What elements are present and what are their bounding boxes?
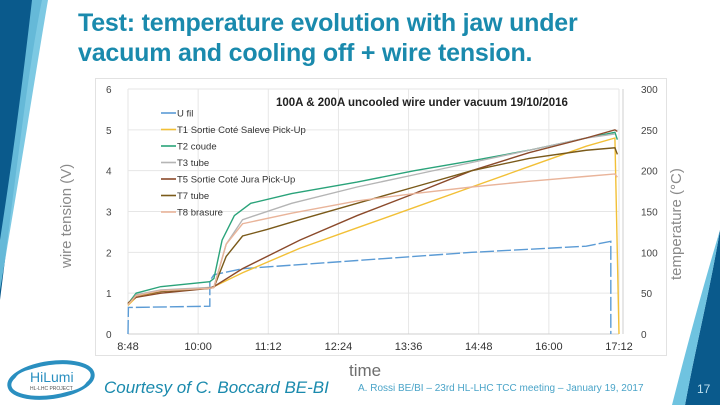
series-line: [127, 129, 618, 304]
x-tick-label: 14:48: [465, 341, 493, 353]
legend-label: T2 coude: [177, 142, 217, 153]
y2-tick-label: 100: [641, 248, 658, 259]
legend-label: T1 Sortie Coté Saleve Pick-Up: [177, 125, 306, 136]
y2-tick-label: 50: [641, 289, 653, 300]
brand-swoosh-left: [0, 0, 48, 300]
x-tick-label: 11:12: [255, 341, 282, 353]
x-axis-label: time: [349, 361, 382, 380]
legend-label: T3 tube: [177, 158, 209, 169]
y2-tick-label: 250: [641, 126, 658, 137]
slide-title: Test: temperature evolution with jaw und…: [78, 8, 678, 68]
footer-text: A. Rossi BE/BI – 23rd HL-LHC TCC meeting…: [358, 383, 644, 394]
y-tick-label: 1: [106, 289, 112, 300]
y-tick-label: 3: [106, 208, 112, 219]
x-tick-label: 16:00: [535, 341, 563, 353]
y-tick-label: 0: [106, 330, 112, 341]
series-line: [127, 173, 618, 306]
y2-tick-label: 200: [641, 167, 658, 178]
y-tick-label: 5: [106, 126, 112, 137]
legend-label: T5 Sortie Coté Jura Pick-Up: [177, 175, 295, 186]
y-tick-label: 2: [106, 248, 112, 259]
x-tick-label: 10:00: [184, 341, 212, 353]
x-tick-label: 17:12: [605, 341, 633, 353]
series-line: [127, 147, 619, 305]
legend-label: U fil: [177, 109, 193, 120]
brand-swoosh-right: [672, 230, 720, 405]
chart: 0 1 2 3 4 5 6 0 50 100 150 200 250 300 8:48 10:00 11:12 1…: [95, 78, 667, 356]
y-axis-right-label: temperature (°C): [668, 168, 685, 280]
x-tick-label: 12:24: [325, 341, 353, 353]
y2-tick-label: 0: [641, 330, 647, 341]
line-chart: 0 1 2 3 4 5 6 0 50 100 150 200 250 300 8:48 10:00 11:12 1…: [106, 85, 658, 353]
y2-tick-label: 150: [641, 208, 658, 219]
y-tick-label: 4: [106, 167, 112, 178]
logo-subtext: HL-LHC PROJECT: [30, 386, 73, 392]
series-line: [127, 133, 616, 306]
series-line: [127, 240, 612, 335]
courtesy-credit: Courtesy of C. Boccard BE-BI: [104, 378, 329, 397]
x-tick-label: 8:48: [117, 341, 138, 353]
legend-label: T7 tube: [177, 191, 209, 202]
y-tick-label: 6: [106, 85, 112, 96]
legend-label: T8 brasure: [177, 208, 223, 219]
y-axis-left-label: wire tension (V): [58, 163, 75, 268]
chart-title: 100A & 200A uncooled wire under vacuum 1…: [276, 97, 568, 109]
title-line-1: Test: temperature evolution with jaw und…: [78, 9, 578, 37]
y2-tick-label: 300: [641, 85, 658, 96]
hilumi-logo: HiLumi HL-LHC PROJECT: [7, 360, 95, 400]
page-number: 17: [697, 382, 711, 396]
title-line-2: vacuum and cooling off + wire tension.: [78, 39, 533, 67]
x-tick-label: 13:36: [395, 341, 423, 353]
logo-text: HiLumi: [30, 369, 74, 385]
